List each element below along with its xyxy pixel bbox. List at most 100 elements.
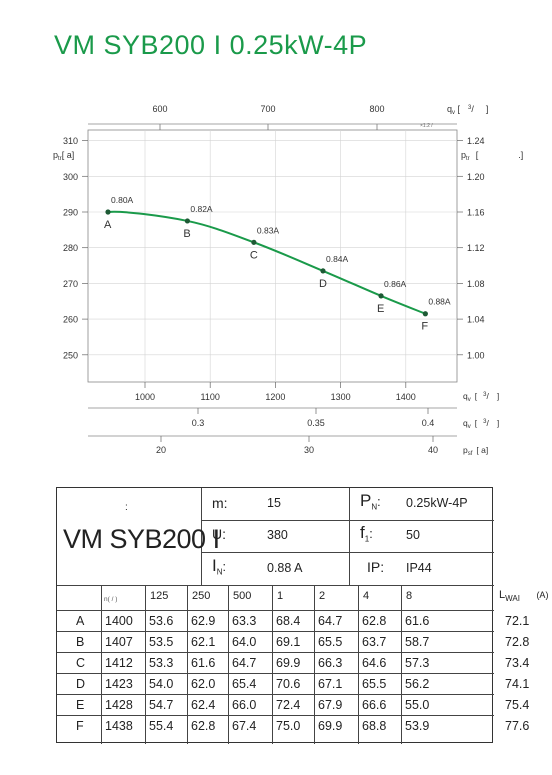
row-level: 69.9 <box>276 656 301 670</box>
column-divider <box>401 585 402 744</box>
axis-label-part: tr <box>466 156 470 162</box>
row-lwa: 77.6 <box>505 719 530 733</box>
page-title: VM SYB200 I 0.25kW-4P <box>54 30 368 60</box>
axis2-tick-label: 0.3 <box>192 418 205 428</box>
right-tick-label: 1.16 <box>467 208 485 218</box>
curve-point-a <box>105 209 111 215</box>
row-level: 70.6 <box>276 677 301 691</box>
bottom-tick-label: 1200 <box>265 392 285 402</box>
bottom-tick-label: 1000 <box>135 392 155 402</box>
curve-point-b <box>184 218 190 224</box>
axis-label-part: tr <box>58 156 62 162</box>
spec-table: : VM SYB200 I m: 15 PN: 0.25kW-4P U: 380… <box>56 487 548 744</box>
current-label: 0.82A <box>190 204 213 214</box>
row-level: 65.5 <box>318 635 343 649</box>
m-value: 15 <box>267 496 281 510</box>
row-divider <box>57 631 494 632</box>
row-lwa: 74.1 <box>505 677 530 691</box>
m-label: m: <box>212 495 228 511</box>
column-divider <box>101 585 102 744</box>
point-letter: E <box>377 303 384 315</box>
current-label: 0.86A <box>384 279 407 289</box>
axis3-tick-label: 30 <box>304 445 314 455</box>
row-level: 62.0 <box>191 677 216 691</box>
row-divider <box>57 652 494 653</box>
freq-header: 2 <box>319 590 326 602</box>
row-level: 72.4 <box>276 698 301 712</box>
top-axis-label: qv [3/] <box>447 104 488 116</box>
point-letter: A <box>104 219 112 231</box>
row-level: 75.0 <box>276 719 301 733</box>
divider <box>57 585 494 586</box>
right-tick-label: 1.08 <box>467 279 485 289</box>
column-divider <box>145 585 146 744</box>
axis2-tick-label: 0.4 <box>422 418 435 428</box>
ip-value: IP44 <box>406 561 432 575</box>
row-level: 66.0 <box>232 698 257 712</box>
u-value: 380 <box>267 528 288 542</box>
axis-label-part: ] <box>486 104 489 114</box>
curve-point-c <box>251 239 257 245</box>
axis-label-part: 3 <box>483 419 487 425</box>
freq-header: 125 <box>150 590 169 602</box>
row-lwa: 73.4 <box>505 656 530 670</box>
row-level: 65.5 <box>362 677 387 691</box>
chart-grid <box>88 130 457 382</box>
row-rpm: 1428 <box>105 698 133 712</box>
axis-label-part: sf <box>468 451 473 457</box>
current-label: 0.83A <box>257 225 280 235</box>
axis-label-part: [ a] <box>62 150 75 160</box>
axis-label-part: 3 <box>468 105 472 111</box>
axis-label-part: / <box>471 104 474 114</box>
current-label: 0.80A <box>111 195 134 205</box>
f-value: 50 <box>406 528 420 542</box>
column-divider <box>272 585 273 744</box>
row-level: 53.3 <box>149 656 174 670</box>
axis-label-part: p <box>463 445 468 455</box>
row-level: 63.7 <box>362 635 387 649</box>
lwa-label: L <box>499 589 506 601</box>
row-level: 62.1 <box>191 635 216 649</box>
axis-label-part: [ <box>475 418 478 428</box>
row-point: F <box>76 719 84 733</box>
row-level: 53.5 <box>149 635 174 649</box>
axis-label-part: p <box>461 150 466 160</box>
row-level: 53.6 <box>149 614 174 628</box>
row-level: 68.4 <box>276 614 301 628</box>
top-axis-note: ×1.2 / <box>420 123 433 129</box>
axis-label-part: ] <box>497 391 499 401</box>
row-rpm: 1400 <box>105 614 133 628</box>
left-tick-label: 250 <box>63 350 78 360</box>
row-lwa: 72.8 <box>505 635 530 649</box>
axis-label-part: / <box>486 418 489 428</box>
curve-point-f <box>422 311 428 317</box>
ip-label: IP: <box>367 559 385 575</box>
axis-label-part: q <box>447 104 452 114</box>
row-level: 64.6 <box>362 656 387 670</box>
divider <box>201 488 202 585</box>
row-divider <box>57 610 494 611</box>
left-tick-label: 290 <box>63 208 78 218</box>
row-level: 57.3 <box>405 656 430 670</box>
lwa-header: LWAI (A) <box>499 589 548 603</box>
axis-label-part: [ <box>476 150 479 160</box>
chart-frame <box>87 129 458 383</box>
current-label: 0.88A <box>428 297 451 307</box>
row-point: D <box>76 677 86 691</box>
left-tick-label: 280 <box>63 243 78 253</box>
left-tick-label: 310 <box>63 136 78 146</box>
row-lwa: 75.4 <box>505 698 530 712</box>
row-level: 54.0 <box>149 677 174 691</box>
axis3-tick-label: 40 <box>428 445 438 455</box>
row-level: 67.9 <box>318 698 343 712</box>
in-label: IN: <box>212 556 226 577</box>
row-rpm: 1407 <box>105 635 133 649</box>
row-level: 61.6 <box>405 614 430 628</box>
row-level: 69.1 <box>276 635 301 649</box>
axis-label-part: v <box>468 397 471 403</box>
performance-curve: 0.80A A 0.82A B 0.83A C 0.84A D 0.86A E 0.88A F <box>104 195 451 333</box>
rpm-header: n( / ) <box>104 596 118 603</box>
row-level: 66.3 <box>318 656 343 670</box>
left-tick-label: 270 <box>63 279 78 289</box>
right-tick-label: 1.04 <box>467 315 485 325</box>
